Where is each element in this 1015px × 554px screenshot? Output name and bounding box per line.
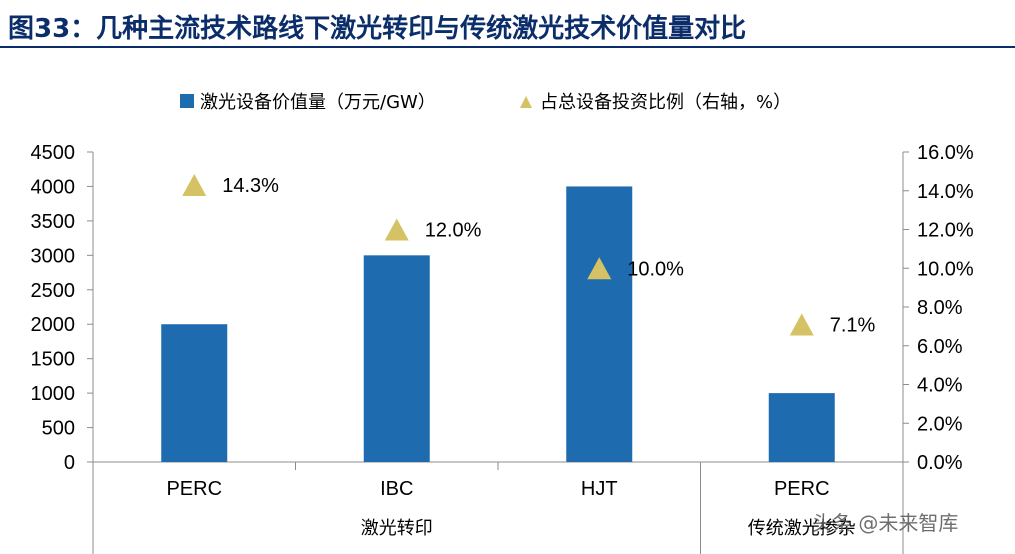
category-label: PERC [166, 478, 222, 500]
bar [363, 255, 430, 462]
ratio-series: 14.3% 12.0% 10.0% 7.1% [182, 173, 876, 336]
right-tick-label: 0.0% [917, 452, 963, 474]
axes: 0 500 1000 1500 2000 2500 3000 3500 4000 4500 0.0%… [31, 142, 974, 554]
left-tick-label: 2000 [31, 314, 76, 336]
right-tick-label: 4.0% [917, 375, 963, 397]
left-tick-label: 4000 [31, 176, 76, 198]
legend-triangle-swatch [520, 96, 532, 108]
left-tick-label: 0 [64, 452, 75, 474]
category-label: HJT [581, 478, 618, 500]
left-tick-label: 1500 [31, 349, 76, 371]
ratio-data-label: 14.3% [222, 175, 279, 197]
right-tick-label: 10.0% [917, 258, 974, 280]
left-tick-label: 1000 [31, 383, 76, 405]
right-tick-label: 12.0% [917, 220, 974, 242]
chart-title: 图33：几种主流技术路线下激光转印与传统激光技术价值量对比 [8, 14, 747, 44]
left-tick-label: 4500 [31, 142, 76, 164]
left-tick-label: 500 [42, 418, 75, 440]
group-label: 传统激光掺杂 [748, 518, 856, 539]
group-label: 激光转印 [361, 518, 433, 539]
ratio-marker [789, 313, 814, 336]
category-label: IBC [380, 478, 413, 500]
title-bar: 图33：几种主流技术路线下激光转印与传统激光技术价值量对比 [0, 0, 1015, 50]
right-tick-label: 16.0% [917, 142, 974, 164]
bar-series [161, 186, 835, 462]
left-tick-label: 3000 [31, 245, 76, 267]
legend: 激光设备价值量（万元/GW） 占总设备投资比例（右轴，%） [180, 92, 791, 113]
bar [768, 393, 835, 462]
legend-triangle-label: 占总设备投资比例（右轴，%） [540, 92, 791, 113]
bar [161, 324, 228, 462]
left-tick-label: 2500 [31, 280, 76, 302]
right-tick-label: 14.0% [917, 181, 974, 203]
ratio-data-label: 7.1% [830, 314, 876, 336]
legend-bar-swatch [180, 94, 194, 108]
ratio-marker [384, 218, 409, 241]
ratio-data-label: 12.0% [425, 220, 482, 242]
watermark: 头条 @未来智库 [812, 511, 958, 535]
ratio-marker [182, 173, 207, 196]
legend-bar-label: 激光设备价值量（万元/GW） [200, 92, 436, 113]
right-tick-label: 2.0% [917, 413, 963, 435]
right-tick-label: 8.0% [917, 297, 963, 319]
title-divider [0, 46, 1015, 48]
ratio-marker [587, 257, 612, 280]
left-tick-label: 3500 [31, 211, 76, 233]
category-label: PERC [774, 478, 830, 500]
ratio-data-label: 10.0% [627, 258, 684, 280]
right-tick-label: 6.0% [917, 336, 963, 358]
bar [566, 186, 633, 462]
